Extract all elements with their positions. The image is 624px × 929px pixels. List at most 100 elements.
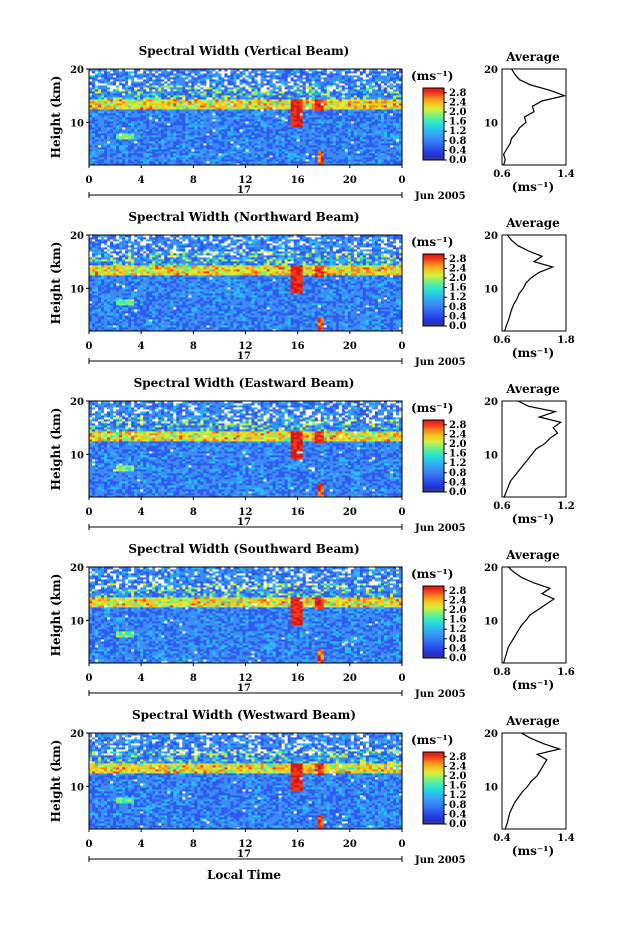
- heatmap-cell: [266, 89, 270, 92]
- heatmap-cell: [92, 153, 96, 156]
- heatmap-cell: [95, 111, 99, 114]
- heatmap-cell: [251, 115, 255, 118]
- heatmap-cell: [374, 139, 379, 142]
- heatmap-cell: [257, 159, 261, 162]
- heatmap-cell: [218, 149, 222, 152]
- heatmap-cell: [239, 133, 243, 136]
- heatmap-cell: [239, 103, 243, 106]
- heatmap-cell: [134, 107, 138, 110]
- heatmap-cell: [170, 95, 174, 98]
- heatmap-cell: [395, 155, 400, 158]
- heatmap-cell: [89, 161, 93, 164]
- heatmap-cell: [233, 163, 237, 166]
- heatmap-cell: [320, 153, 325, 156]
- heatmap-cell: [137, 105, 141, 108]
- heatmap-cell: [236, 129, 240, 132]
- heatmap-cell: [218, 163, 222, 166]
- heatmap-cell: [212, 105, 216, 108]
- heatmap-cell: [308, 89, 313, 92]
- heatmap-cell: [335, 121, 340, 124]
- heatmap-cell: [296, 139, 301, 142]
- heatmap-cell: [164, 147, 168, 150]
- heatmap-cell: [203, 115, 207, 118]
- heatmap-cell: [269, 135, 273, 138]
- heatmap-cell: [104, 147, 108, 150]
- heatmap-cell: [398, 113, 403, 116]
- heatmap-cell: [338, 105, 343, 108]
- heatmap-cell: [398, 159, 403, 162]
- heatmap-cell: [356, 143, 361, 146]
- heatmap-cell: [398, 115, 403, 118]
- heatmap-cell: [242, 149, 246, 152]
- heatmap-cell: [134, 87, 138, 90]
- heatmap-cell: [332, 101, 337, 104]
- heatmap-cell: [161, 135, 165, 138]
- heatmap-cell: [89, 123, 93, 126]
- heatmap-cell: [287, 157, 292, 160]
- heatmap-cell: [128, 99, 132, 102]
- heatmap-cell: [383, 89, 388, 92]
- heatmap-cell: [155, 159, 159, 162]
- heatmap-cell: [311, 95, 316, 98]
- heatmap-cell: [278, 143, 283, 146]
- heatmap-cell: [191, 129, 195, 132]
- heatmap-cell: [188, 135, 192, 138]
- heatmap-cell: [134, 147, 138, 150]
- heatmap-cell: [248, 99, 252, 102]
- heatmap-cell: [158, 155, 162, 158]
- heatmap-cell: [305, 129, 310, 132]
- heatmap-cell: [296, 95, 301, 98]
- heatmap-cell: [203, 131, 207, 134]
- heatmap-cell: [365, 99, 370, 102]
- heatmap-cell: [215, 149, 219, 152]
- heatmap-cell: [383, 139, 388, 142]
- heatmap-cell: [152, 159, 156, 162]
- heatmap-cell: [335, 91, 340, 94]
- heatmap-cell: [173, 89, 177, 92]
- heatmap-cell: [218, 155, 222, 158]
- heatmap-cell: [278, 157, 283, 160]
- heatmap-cell: [122, 111, 126, 114]
- heatmap-cell: [311, 113, 316, 116]
- heatmap-cell: [224, 137, 228, 140]
- heatmap-cell: [242, 147, 246, 150]
- heatmap-cell: [167, 95, 171, 98]
- heatmap-cell: [125, 139, 129, 142]
- heatmap-cell: [149, 131, 153, 134]
- heatmap-cell: [305, 141, 310, 144]
- heatmap-cell: [110, 107, 114, 110]
- heatmap-cell: [341, 145, 346, 148]
- heatmap-cell: [383, 97, 388, 100]
- heatmap-cell: [254, 149, 258, 152]
- heatmap-cell: [227, 149, 231, 152]
- heatmap-cell: [170, 111, 174, 114]
- heatmap-cell: [173, 135, 177, 138]
- heatmap-cell: [110, 163, 114, 166]
- heatmap-cell: [134, 121, 138, 124]
- heatmap-cell: [215, 115, 219, 118]
- heatmap-cell: [383, 105, 388, 108]
- heatmap-cell: [164, 117, 168, 120]
- heatmap-cell: [341, 89, 346, 92]
- heatmap-cell: [137, 121, 141, 124]
- heatmap-cell: [200, 153, 204, 156]
- heatmap-cell: [353, 103, 358, 106]
- heatmap-cell: [194, 151, 198, 154]
- heatmap-cell: [257, 163, 261, 166]
- heatmap-cell: [332, 93, 337, 96]
- heatmap-cell: [224, 151, 228, 154]
- heatmap-cell: [254, 163, 258, 166]
- heatmap-cell: [344, 89, 349, 92]
- heatmap-cell: [140, 121, 144, 124]
- heatmap-cell: [140, 99, 144, 102]
- heatmap-cell: [245, 113, 249, 116]
- heatmap-cell: [380, 125, 385, 128]
- heatmap-cell: [329, 123, 334, 126]
- heatmap-cell: [170, 101, 174, 104]
- heatmap-cell: [398, 129, 403, 132]
- heatmap-cell: [245, 103, 249, 106]
- heatmap-cell: [338, 111, 343, 114]
- heatmap-cell: [353, 111, 358, 114]
- heatmap-cell: [92, 97, 96, 100]
- heatmap-cell: [395, 129, 400, 132]
